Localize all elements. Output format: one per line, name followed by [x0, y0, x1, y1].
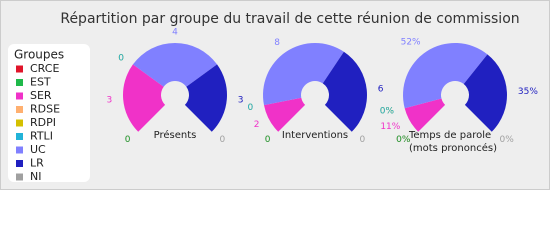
legend-title: Groupes: [14, 48, 64, 62]
legend-label: RTLI: [30, 130, 53, 143]
value-label: 0: [265, 135, 271, 145]
legend-swatch: [16, 146, 23, 154]
chart: Répartition par groupe du travail de cet…: [0, 0, 550, 190]
segment: [463, 54, 507, 132]
legend-label: NI: [30, 170, 41, 183]
legend-label: RDSE: [30, 103, 60, 116]
chart-label: Interventions: [282, 130, 348, 141]
value-label: 0: [118, 53, 124, 63]
value-label: 0: [220, 135, 226, 145]
legend-label: SER: [30, 89, 52, 102]
value-label: 2: [254, 120, 260, 130]
segment: [263, 43, 344, 106]
value-label: 0: [247, 103, 253, 113]
value-label: 4: [172, 28, 178, 38]
value-label: 52%: [401, 38, 421, 48]
legend-label: LR: [30, 157, 44, 170]
legend-swatch: [16, 119, 23, 127]
legend-swatch: [16, 65, 23, 73]
value-label: 0%: [500, 135, 515, 145]
chart-label: Présents: [154, 129, 197, 141]
value-label: 11%: [380, 122, 400, 132]
value-label: 0: [125, 135, 131, 145]
legend-label: EST: [30, 76, 51, 89]
legend-label: UC: [30, 143, 46, 156]
value-label: 0%: [396, 135, 411, 145]
value-label: 0: [247, 103, 253, 113]
value-label: 3: [106, 95, 112, 105]
legend-swatch: [16, 92, 23, 100]
segment: [402, 42, 488, 109]
segment: [464, 104, 492, 132]
value-label: 0: [265, 135, 271, 145]
legend-swatch: [16, 160, 23, 167]
segment: [184, 64, 227, 132]
legend-swatch: [16, 133, 23, 140]
legend-box: [8, 44, 90, 182]
segment: [324, 104, 352, 132]
value-label: 0: [125, 135, 131, 145]
value-label: 0%: [380, 106, 395, 116]
value-label: 6: [378, 84, 384, 94]
value-label: 0%: [380, 106, 395, 116]
chart-label: (mots prononcés): [409, 142, 497, 154]
value-label: 0: [118, 53, 124, 63]
legend-label: RDPI: [30, 116, 56, 129]
legend-swatch: [16, 106, 23, 113]
legend-label: CRCE: [30, 62, 59, 75]
value-label: 0%: [380, 106, 395, 116]
segment: [322, 51, 368, 132]
legend-swatch: [16, 79, 23, 86]
value-label: 0: [247, 103, 253, 113]
chart-label: Temps de parole: [408, 130, 491, 141]
value-label: 0: [118, 53, 124, 63]
value-label: 0: [360, 135, 366, 145]
value-label: 8: [274, 38, 280, 48]
value-label: 3: [238, 95, 244, 105]
legend-swatch: [16, 173, 23, 181]
segment: [404, 98, 446, 132]
segment: [263, 97, 306, 132]
value-label: 0%: [396, 135, 411, 145]
segment: [184, 104, 212, 132]
segment: [132, 43, 218, 87]
chart-title: Répartition par groupe du travail de cet…: [60, 11, 519, 27]
segment: [123, 64, 166, 132]
value-label: 35%: [518, 87, 538, 97]
